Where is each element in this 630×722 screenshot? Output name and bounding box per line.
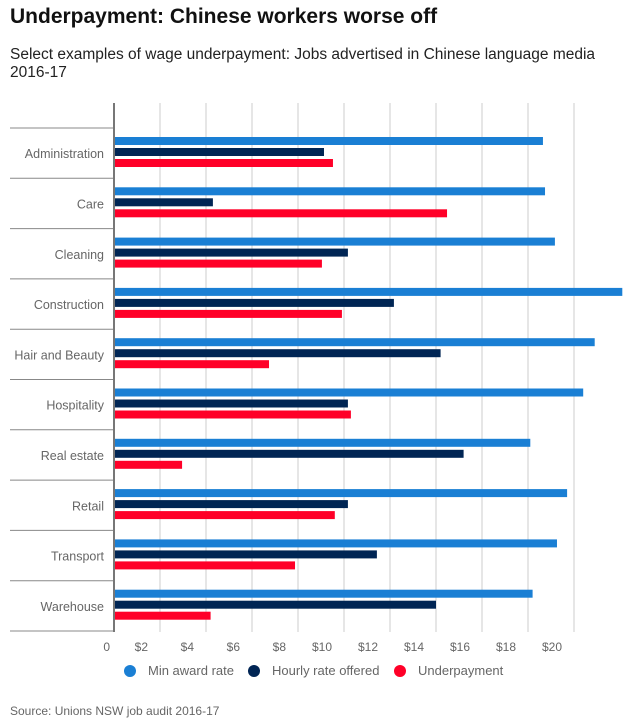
- legend-swatch: [124, 664, 136, 677]
- bar-underpayment: [115, 309, 342, 318]
- x-tick-label: $10: [312, 640, 332, 654]
- x-tick-label: $8: [273, 640, 287, 654]
- x-tick-label: $2: [135, 640, 149, 654]
- x-tick-label: $6: [227, 640, 241, 654]
- x-tick-label: $14: [404, 640, 424, 654]
- bar-hourly-rate-offered: [115, 349, 441, 358]
- category-label: Care: [77, 197, 104, 211]
- category-label: Warehouse: [41, 600, 105, 614]
- chart-title: Underpayment: Chinese workers worse off: [10, 5, 438, 28]
- bar-underpayment: [115, 611, 211, 620]
- bar-underpayment: [115, 410, 351, 419]
- bar-underpayment: [115, 159, 333, 167]
- chart-subtitle: Select examples of wage underpayment: Jo…: [10, 46, 596, 81]
- x-tick-label: $16: [450, 640, 470, 654]
- legend-label: Underpayment: [418, 663, 504, 678]
- bar-underpayment: [115, 460, 183, 469]
- legend-label: Min award rate: [148, 663, 234, 678]
- bar-min-award-rate: [115, 187, 546, 196]
- legend-swatch: [394, 664, 406, 677]
- x-tick-label: 0: [103, 640, 110, 654]
- bar-min-award-rate: [115, 237, 555, 246]
- x-tick-label: $4: [181, 640, 195, 654]
- bar-underpayment: [115, 561, 296, 570]
- category-label: Construction: [34, 298, 104, 312]
- category-label: Real estate: [41, 449, 104, 463]
- bar-hourly-rate-offered: [115, 550, 377, 559]
- legend-item-hourly-rate: Hourly rate offered: [248, 663, 379, 678]
- bar-min-award-rate: [115, 137, 543, 145]
- bar-hourly-rate-offered: [115, 198, 213, 207]
- category-label: Hospitality: [46, 399, 104, 413]
- bar-hourly-rate-offered: [115, 148, 324, 156]
- bar-chart: 0 $2 $4 $6 $8 $10 $12 $14 $16 $18 $20 Administratio…: [10, 103, 623, 654]
- bar-hourly-rate-offered: [115, 298, 394, 307]
- bar-min-award-rate: [115, 388, 584, 397]
- category-label: Hair and Beauty: [14, 348, 104, 362]
- bar-min-award-rate: [115, 287, 623, 296]
- x-tick-label: $18: [496, 640, 516, 654]
- category-label: Retail: [72, 499, 104, 513]
- category-label: Administration: [25, 147, 104, 161]
- bar-underpayment: [115, 360, 270, 369]
- bar-underpayment: [115, 511, 335, 520]
- legend-label: Hourly rate offered: [272, 663, 380, 678]
- bar-min-award-rate: [115, 539, 557, 548]
- bar-hourly-rate-offered: [115, 399, 348, 408]
- category-label: Cleaning: [55, 248, 104, 262]
- bar-min-award-rate: [115, 438, 531, 447]
- x-tick-label: $20: [542, 640, 562, 654]
- x-tick-label: $12: [358, 640, 378, 654]
- bar-min-award-rate: [115, 589, 533, 598]
- bar-underpayment: [115, 259, 322, 268]
- bar-hourly-rate-offered: [115, 500, 348, 509]
- legend-swatch: [248, 664, 260, 677]
- legend-item-min-award: Min award rate: [124, 663, 234, 678]
- bar-hourly-rate-offered: [115, 600, 436, 609]
- bar-hourly-rate-offered: [115, 248, 348, 257]
- bar-min-award-rate: [115, 338, 595, 347]
- bar-hourly-rate-offered: [115, 449, 464, 458]
- category-label: Transport: [51, 550, 105, 564]
- legend-item-underpayment: Underpayment: [394, 663, 503, 678]
- bar-underpayment: [115, 209, 448, 218]
- bar-min-award-rate: [115, 489, 568, 498]
- source-note: Source: Unions NSW job audit 2016-17: [10, 704, 220, 718]
